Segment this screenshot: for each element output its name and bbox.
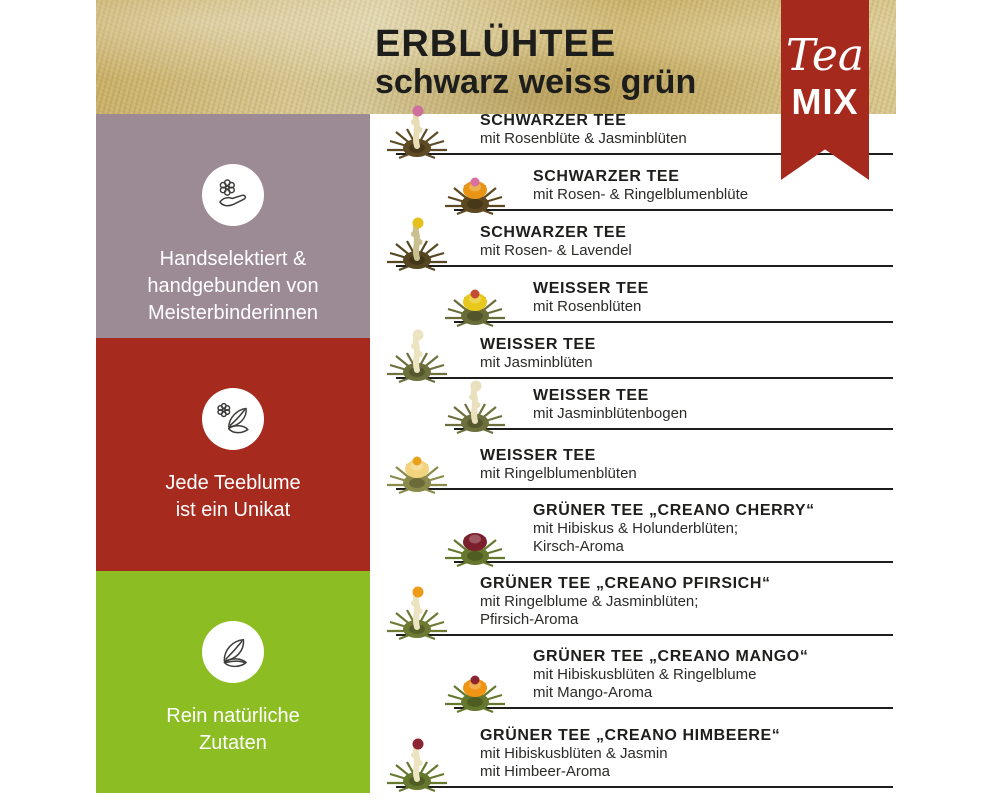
tea-text: WEISSER TEE mit Jasminblütenbogen <box>533 387 687 423</box>
flower-leaf-icon <box>202 388 264 450</box>
tea-title: WEISSER TEE <box>480 447 596 464</box>
tea-title: SCHWARZER TEE <box>480 112 627 129</box>
tea-text: GRÜNER TEE „CREANO MANGO“ mit Hibiskusbl… <box>533 648 808 702</box>
tea-flower-illustration <box>442 272 508 330</box>
tea-title: WEISSER TEE <box>533 280 649 297</box>
underline-divider <box>396 488 893 490</box>
benefit-text: Rein natürliche Zutaten <box>166 705 300 754</box>
tea-text: SCHWARZER TEE mit Rosenblüte & Jasminblü… <box>480 112 687 148</box>
header-banner: ERBLÜHTEE schwarz weiss grün <box>96 0 896 114</box>
flower-base <box>445 296 505 328</box>
page-title: ERBLÜHTEE <box>375 23 617 65</box>
tea-flower-illustration <box>384 104 450 162</box>
tea-text: GRÜNER TEE „CREANO CHERRY“ mit Hibiskus … <box>533 502 815 556</box>
tea-flower-illustration <box>384 737 450 795</box>
title-block: ERBLÜHTEE schwarz weiss grün <box>375 24 696 100</box>
page-subtitle: schwarz weiss grün <box>375 63 697 101</box>
flower-base <box>387 352 447 384</box>
underline-divider <box>454 321 893 323</box>
tea-description-line: mit Ringelblume & Jasminblüten; <box>480 593 699 610</box>
tea-description-line: mit Hibiskusblüten & Jasmin <box>480 745 668 762</box>
tea-item-7: WEISSER TEE mit Ringelblumenblüten <box>96 429 896 495</box>
underline-divider <box>454 561 893 563</box>
tea-item-9: GRÜNER TEE „CREANO PFIRSICH“ mit Ringelb… <box>96 575 896 641</box>
tea-flower-illustration <box>442 512 508 570</box>
underline-divider <box>396 153 893 155</box>
tea-text: WEISSER TEE mit Ringelblumenblüten <box>480 447 637 483</box>
tea-text: GRÜNER TEE „CREANO HIMBEERE“ mit Hibisku… <box>480 727 780 781</box>
benefit-panel-natural: Rein natürliche Zutaten <box>96 571 370 793</box>
tea-description-line: mit Jasminblütenbogen <box>533 405 688 422</box>
underline-divider <box>454 209 893 211</box>
tea-description-line: mit Rosen- & Ringelblumenblüte <box>533 186 749 203</box>
tea-flower-illustration <box>384 439 450 497</box>
tea-text: WEISSER TEE mit Rosenblüten <box>533 280 649 316</box>
tea-text: SCHWARZER TEE mit Rosen- & Ringelblumenb… <box>533 168 748 204</box>
underline-divider <box>396 634 893 636</box>
benefit-text: Handselektiert & handgebunden von Meiste… <box>147 248 319 324</box>
tea-mix-ribbon: Tea MIX <box>781 0 869 180</box>
underline-divider <box>396 786 893 788</box>
tea-title: GRÜNER TEE „CREANO HIMBEERE“ <box>480 727 781 744</box>
tea-description-line: mit Rosen- & Lavendel <box>480 242 632 259</box>
tea-title: WEISSER TEE <box>533 387 649 404</box>
tea-description-line: mit Himbeer-Aroma <box>480 763 611 780</box>
tea-flower-illustration <box>384 328 450 386</box>
tea-text: SCHWARZER TEE mit Rosen- & Lavendel <box>480 224 632 260</box>
tea-list: SCHWARZER TEE mit Rosenblüte & Jasminblü… <box>96 0 896 800</box>
tea-title: SCHWARZER TEE <box>533 168 680 185</box>
benefit-text: Jede Teeblume ist ein Unikat <box>165 472 301 521</box>
tea-flower-illustration <box>442 658 508 716</box>
flower-base <box>387 463 447 495</box>
ribbon-word-tea: Tea <box>785 30 865 81</box>
ribbon-word-mix: MIX <box>791 81 859 122</box>
tea-description-line: mit Rosenblüte & Jasminblüten <box>480 130 687 147</box>
tea-title: WEISSER TEE <box>480 336 596 353</box>
tea-flower-illustration <box>384 585 450 643</box>
tea-item-6: WEISSER TEE mit Jasminblütenbogen <box>96 369 896 435</box>
tea-title: GRÜNER TEE „CREANO MANGO“ <box>533 648 809 665</box>
tea-item-5: WEISSER TEE mit Jasminblüten <box>96 318 896 384</box>
tea-item-1: SCHWARZER TEE mit Rosenblüte & Jasminblü… <box>96 94 896 160</box>
tea-item-3: SCHWARZER TEE mit Rosen- & Lavendel <box>96 206 896 272</box>
tea-description-line: mit Rosenblüten <box>533 298 642 315</box>
flower-base <box>445 184 505 216</box>
benefits-sidebar: Handselektiert & handgebunden von Meiste… <box>96 114 370 793</box>
tea-flower-illustration <box>442 160 508 218</box>
benefit-panel-handpicked: Handselektiert & handgebunden von Meiste… <box>96 114 370 338</box>
tea-description-line: mit Mango-Aroma <box>533 684 653 701</box>
tea-item-10: GRÜNER TEE „CREANO MANGO“ mit Hibiskusbl… <box>96 648 896 714</box>
tea-item-4: WEISSER TEE mit Rosenblüten <box>96 262 896 328</box>
tea-description-line: mit Jasminblüten <box>480 354 593 371</box>
flower-in-hand-icon <box>202 164 264 226</box>
tea-description-line: mit Hibiskusblüten & Ringelblume <box>533 666 757 683</box>
tea-description-line: mit Hibiskus & Holunderblüten; <box>533 520 739 537</box>
tea-item-11: GRÜNER TEE „CREANO HIMBEERE“ mit Hibisku… <box>96 727 896 793</box>
tea-text: WEISSER TEE mit Jasminblüten <box>480 336 596 372</box>
underline-divider <box>454 428 893 430</box>
tea-description-line: Pfirsich-Aroma <box>480 611 579 628</box>
tea-title: GRÜNER TEE „CREANO PFIRSICH“ <box>480 575 771 592</box>
underline-divider <box>454 707 893 709</box>
tea-item-2: SCHWARZER TEE mit Rosen- & Ringelblumenb… <box>96 150 896 216</box>
tea-description-line: mit Ringelblumenblüten <box>480 465 637 482</box>
benefit-panel-unique: Jede Teeblume ist ein Unikat <box>96 338 370 571</box>
content-area: ERBLÜHTEE schwarz weiss grün SCHWARZER T… <box>96 0 896 800</box>
tea-description-line: Kirsch-Aroma <box>533 538 624 555</box>
tea-flower-illustration <box>442 379 508 437</box>
tea-title: GRÜNER TEE „CREANO CHERRY“ <box>533 502 815 519</box>
leaves-icon <box>202 621 264 683</box>
underline-divider <box>396 377 893 379</box>
tea-title: SCHWARZER TEE <box>480 224 627 241</box>
tea-flower-illustration <box>384 216 450 274</box>
tea-item-8: GRÜNER TEE „CREANO CHERRY“ mit Hibiskus … <box>96 502 896 568</box>
flower-base <box>445 536 505 568</box>
tea-text: GRÜNER TEE „CREANO PFIRSICH“ mit Ringelb… <box>480 575 771 629</box>
underline-divider <box>396 265 893 267</box>
